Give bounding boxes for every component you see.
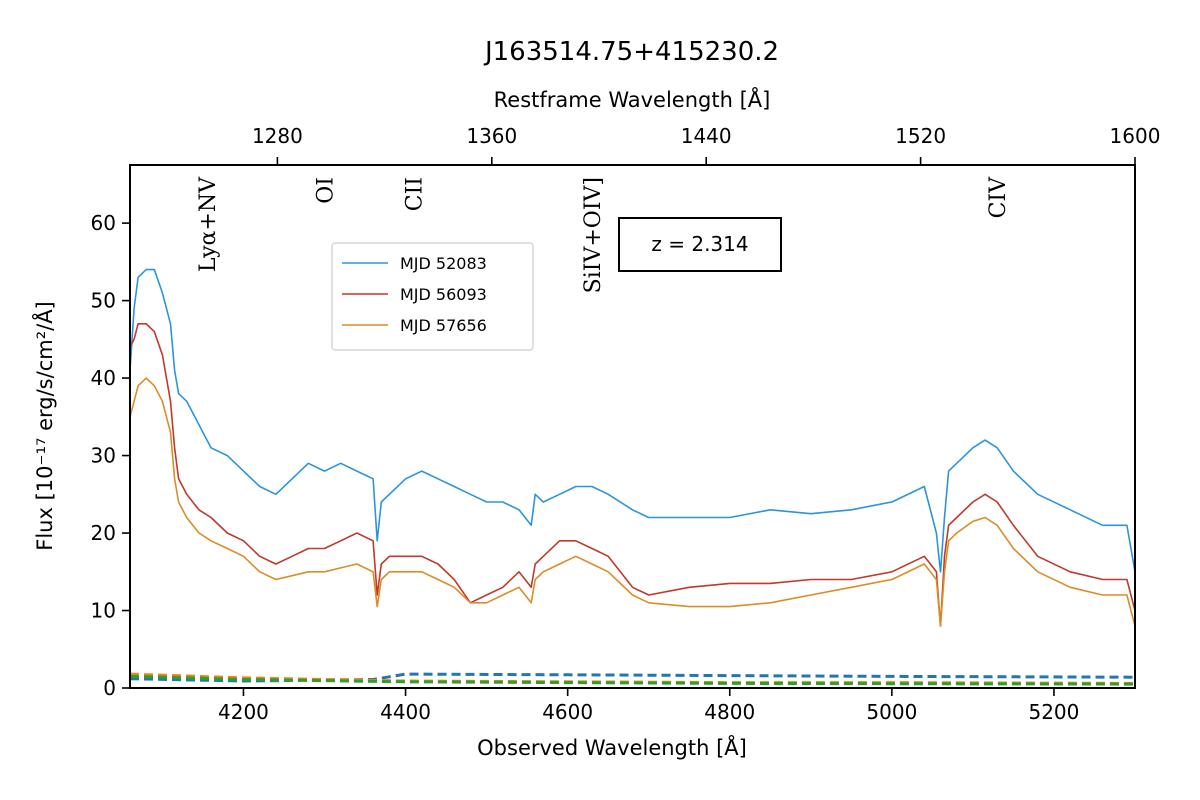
error-series-3 <box>130 672 1135 683</box>
y-tick-label-4: 40 <box>91 366 116 390</box>
top-axis-title: Restframe Wavelength [Å] <box>494 86 771 112</box>
top-tick-label-2: 1440 <box>681 124 732 148</box>
x-tick-label-4: 5000 <box>866 700 917 724</box>
x-tick-label-0: 4200 <box>218 700 269 724</box>
line-label-0: Lyα+NV <box>196 176 221 272</box>
line-label-4: CIV <box>986 176 1011 219</box>
top-tick-label-4: 1600 <box>1110 124 1161 148</box>
redshift-annotation: z = 2.314 <box>618 217 782 272</box>
annotation-box <box>618 217 782 272</box>
plot-area: 4200 4400 4600 4800 5000 5200 0 10 20 30 40 50 60 128… <box>91 124 1161 724</box>
y-axis-title: Flux [10⁻¹⁷ erg/s/cm²/Å] <box>31 301 57 551</box>
line-label-2: CII <box>403 177 428 211</box>
y-tick-label-2: 20 <box>91 521 116 545</box>
chart-title: J163514.75+415230.2 <box>483 37 779 67</box>
series-group <box>130 268 1135 686</box>
legend-label-2: MJD 57656 <box>400 316 487 335</box>
x-tick-label-1: 4400 <box>380 700 431 724</box>
series-line-0 <box>130 268 1135 573</box>
top-tick-label-1: 1360 <box>466 124 517 148</box>
annotation-text: z = 2.314 <box>651 232 748 256</box>
plot-frame <box>129 164 1136 689</box>
y-tick-label-3: 30 <box>91 444 116 468</box>
y-tick-label-1: 10 <box>91 599 116 623</box>
x-tick-label-5: 5200 <box>1028 700 1079 724</box>
error-series-5 <box>130 674 1135 686</box>
legend: MJD 52083 MJD 56093 MJD 57656 <box>331 242 534 351</box>
y-tick-label-5: 50 <box>91 289 116 313</box>
x-axis-title: Observed Wavelength [Å] <box>477 734 747 760</box>
top-tick-label-0: 1280 <box>252 124 303 148</box>
top-tick-label-3: 1520 <box>895 124 946 148</box>
series-line-2 <box>130 377 1135 627</box>
legend-label-1: MJD 56093 <box>400 285 487 304</box>
series-line-1 <box>130 323 1135 627</box>
y-tick-label-6: 60 <box>91 211 116 235</box>
y-tick-label-0: 0 <box>103 676 116 700</box>
legend-box <box>331 242 534 351</box>
x-tick-label-3: 4800 <box>704 700 755 724</box>
x-tick-label-2: 4600 <box>542 700 593 724</box>
line-label-3: SiIV+OIV] <box>581 177 606 293</box>
line-label-1: OI <box>314 177 339 204</box>
legend-label-0: MJD 52083 <box>400 254 487 273</box>
